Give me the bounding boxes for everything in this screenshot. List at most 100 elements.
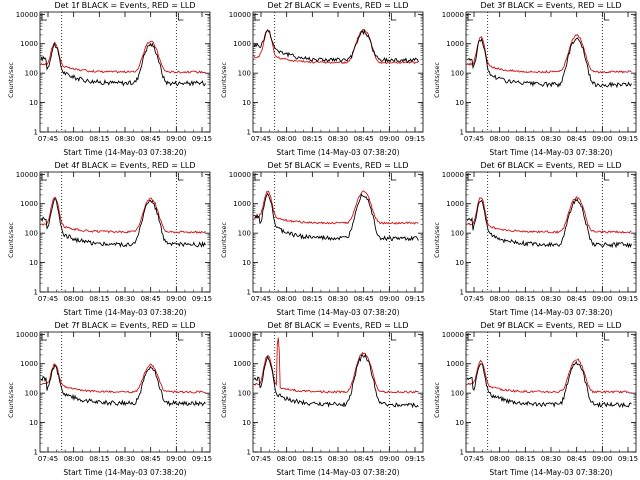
x-tick-label: 08:30 — [328, 295, 348, 303]
y-tick-label: 10 — [455, 419, 464, 427]
y-axis-label: Counts/sec — [7, 222, 15, 258]
panel-plot: 1 10 100 1000 10000 07:45 08:00 08:15 08:30 08:45… — [442, 331, 638, 463]
x-tick-label: 07:45 — [251, 455, 271, 463]
x-tick-label: 09:15 — [618, 135, 638, 143]
x-tick-label: 08:00 — [277, 135, 297, 143]
lld-series-line — [40, 196, 206, 234]
x-tick-label: 08:15 — [89, 135, 109, 143]
x-tick-label: 08:00 — [64, 295, 84, 303]
y-tick-label: 100 — [238, 390, 251, 398]
interval-bracket — [467, 333, 473, 341]
y-tick-label: 100 — [25, 70, 38, 78]
interval-bracket — [467, 173, 473, 181]
lld-series-line — [467, 33, 632, 74]
x-tick-label: 08:00 — [64, 455, 84, 463]
y-tick-label: 100 — [25, 390, 38, 398]
panel-plot: 1 10 100 1000 10000 07:45 08:00 08:15 08:30 08:45… — [16, 171, 212, 303]
events-series-line — [466, 198, 632, 249]
x-tick-label: 08:15 — [515, 135, 535, 143]
x-axis-label: Start Time (14-May-03 07:38:20) — [63, 468, 187, 477]
y-tick-label: 10000 — [16, 331, 38, 339]
x-tick-label: 07:45 — [251, 295, 271, 303]
x-tick-label: 08:00 — [277, 455, 297, 463]
y-tick-label: 1 — [460, 289, 464, 297]
x-tick-label: 08:30 — [115, 135, 135, 143]
events-series-line — [253, 353, 419, 409]
detector-panel-8: 1 10 100 1000 10000 07:45 08:00 08:15 08:30 08:45… — [213, 320, 426, 480]
y-tick-label: 10 — [242, 419, 251, 427]
y-tick-label: 10 — [29, 259, 38, 267]
x-axis-label: Start Time (14-May-03 07:38:20) — [276, 468, 400, 477]
x-tick-label: 09:15 — [405, 135, 425, 143]
y-tick-label: 100 — [451, 70, 464, 78]
detector-panel-1: 1 10 100 1000 10000 07:45 08:00 08:15 08:30 08:45… — [0, 0, 213, 160]
interval-bracket — [41, 333, 47, 341]
events-series-line — [467, 37, 632, 89]
x-tick-label: 09:00 — [379, 295, 399, 303]
panel-title: Det 1f BLACK = Events, RED = LLD — [54, 1, 196, 10]
detector-panel-3: 1 10 100 1000 10000 07:45 08:00 08:15 08:30 08:45… — [426, 0, 639, 160]
x-tick-label: 08:00 — [490, 295, 510, 303]
lld-series-line — [40, 40, 206, 74]
x-tick-label: 08:15 — [302, 135, 322, 143]
x-tick-label: 07:45 — [464, 295, 484, 303]
x-axis-label: Start Time (14-May-03 07:38:20) — [276, 308, 400, 317]
x-tick-label: 08:45 — [141, 455, 161, 463]
panel-title: Det 7f BLACK = Events, RED = LLD — [54, 321, 196, 330]
y-tick-label: 10 — [455, 99, 464, 107]
x-tick-label: 09:00 — [166, 295, 186, 303]
events-series-line — [253, 192, 419, 242]
y-tick-label: 1 — [34, 289, 38, 297]
x-tick-label: 08:45 — [141, 135, 161, 143]
panel-title: Det 5f BLACK = Events, RED = LLD — [267, 161, 409, 170]
interval-bracket — [41, 13, 47, 21]
panel-title: Det 9f BLACK = Events, RED = LLD — [480, 321, 622, 330]
y-tick-label: 10 — [29, 419, 38, 427]
x-tick-label: 08:15 — [302, 455, 322, 463]
y-tick-label: 1000 — [20, 360, 38, 368]
interval-bracket — [390, 333, 397, 341]
x-axis-label: Start Time (14-May-03 07:38:20) — [489, 468, 613, 477]
events-series-line — [40, 198, 206, 248]
x-axis-label: Start Time (14-May-03 07:38:20) — [63, 148, 187, 157]
panel-plot: 1 10 100 1000 10000 07:45 08:00 08:15 08:30 08:45… — [229, 11, 425, 143]
interval-bracket — [390, 173, 397, 181]
x-tick-label: 09:00 — [166, 135, 186, 143]
y-tick-label: 1000 — [233, 360, 251, 368]
x-tick-label: 08:30 — [115, 455, 135, 463]
panel-title: Det 3f BLACK = Events, RED = LLD — [480, 1, 622, 10]
x-tick-label: 08:15 — [89, 455, 109, 463]
x-tick-label: 08:00 — [277, 295, 297, 303]
y-axis-label: Counts/sec — [433, 382, 441, 418]
events-series-line — [40, 42, 206, 87]
lld-series-line — [466, 358, 632, 394]
events-series-line — [466, 360, 632, 409]
lld-series-line — [253, 28, 419, 65]
y-tick-label: 100 — [451, 230, 464, 238]
events-series-line — [253, 28, 419, 64]
plot-frame — [252, 11, 424, 133]
x-axis-label: Start Time (14-May-03 07:38:20) — [63, 308, 187, 317]
x-tick-label: 09:00 — [166, 455, 186, 463]
y-tick-label: 100 — [25, 230, 38, 238]
lld-series-line — [467, 195, 632, 234]
panel-plot: 1 10 100 1000 10000 07:45 08:00 08:15 08:30 08:45… — [16, 11, 212, 143]
y-tick-label: 100 — [451, 390, 464, 398]
y-tick-label: 100 — [238, 70, 251, 78]
x-tick-label: 08:30 — [541, 455, 561, 463]
y-tick-label: 10 — [29, 99, 38, 107]
x-tick-label: 08:45 — [567, 455, 587, 463]
x-tick-label: 09:15 — [618, 295, 638, 303]
x-tick-label: 07:45 — [38, 455, 58, 463]
y-tick-label: 10000 — [442, 11, 464, 19]
x-tick-label: 08:45 — [354, 455, 374, 463]
x-tick-label: 09:00 — [379, 455, 399, 463]
y-tick-label: 1000 — [20, 200, 38, 208]
x-tick-label: 08:30 — [541, 295, 561, 303]
detector-panel-5: 1 10 100 1000 10000 07:45 08:00 08:15 08:30 08:45… — [213, 160, 426, 320]
interval-bracket — [254, 13, 260, 21]
y-axis-label: Counts/sec — [433, 62, 441, 98]
y-tick-label: 1000 — [446, 200, 464, 208]
y-tick-label: 10000 — [229, 171, 251, 179]
x-axis-label: Start Time (14-May-03 07:38:20) — [489, 308, 613, 317]
